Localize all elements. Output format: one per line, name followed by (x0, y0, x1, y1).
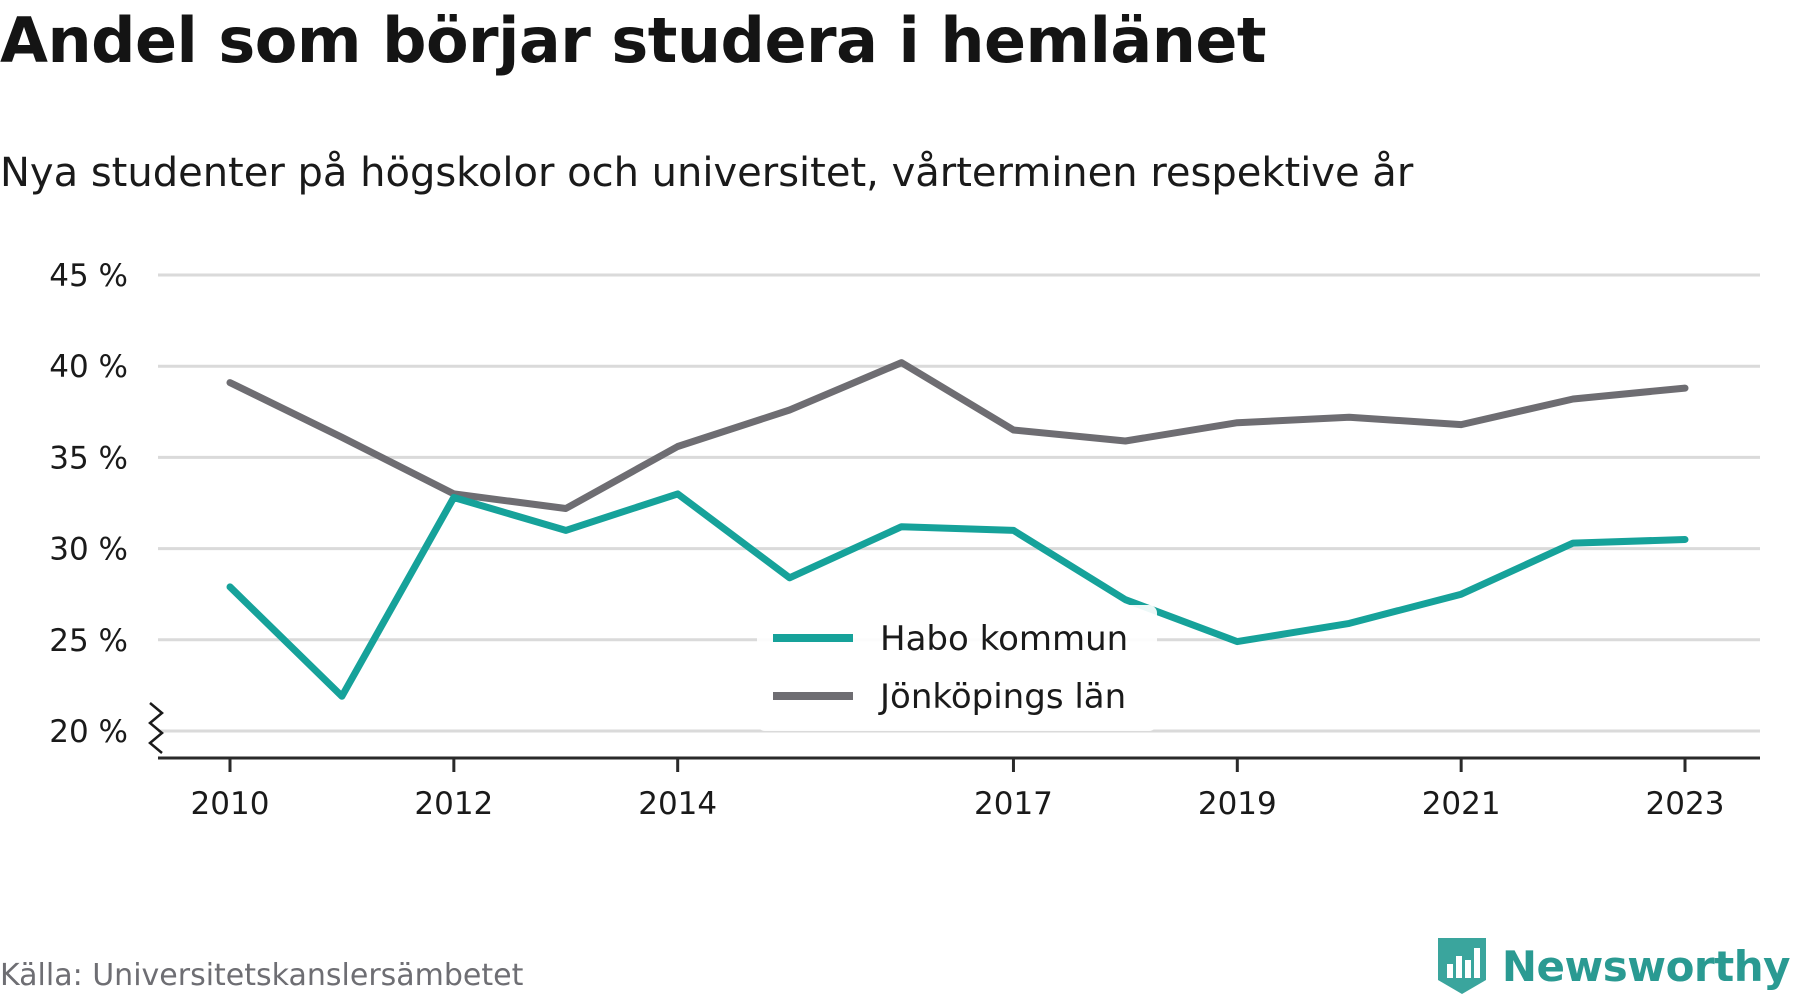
y-tick-label: 30 % (49, 532, 128, 568)
chart-title: Andel som börjar studera i hemlänet (0, 4, 1267, 77)
x-tick-label: 2014 (638, 786, 717, 822)
x-tick-label: 2023 (1646, 786, 1725, 822)
legend-label: Habo kommun (880, 619, 1128, 659)
series-lines (226, 359, 1689, 700)
legend-box (757, 605, 1157, 731)
chart-subtitle: Nya studenter på högskolor och universit… (0, 150, 1414, 196)
brand-name: Newsworthy (1501, 941, 1791, 991)
x-axis: 2010 2012 2014 2017 2019 2021 2023 (158, 756, 1760, 822)
y-axis-ticks: 20 % 25 % 30 % 35 % 40 % 45 % (49, 258, 164, 754)
source-note: Källa: Universitetskanslersämbetet (0, 958, 524, 993)
y-tick-label: 20 % (49, 714, 128, 750)
legend-label: Jönköpings län (878, 677, 1126, 717)
y-tick-label: 45 % (49, 258, 128, 294)
brand-logo: Newsworthy (1436, 936, 1791, 996)
y-tick-label: 35 % (49, 440, 128, 476)
x-tick-label: 2021 (1422, 786, 1501, 822)
legend: Habo kommun Jönköpings län (757, 605, 1157, 731)
x-tick-label: 2019 (1198, 786, 1277, 822)
y-tick-label: 25 % (49, 623, 128, 659)
x-tick-label: 2010 (191, 786, 270, 822)
axis-break-icon (148, 702, 164, 754)
bar-chart-shield-icon (1437, 938, 1486, 994)
y-tick-label: 40 % (49, 349, 128, 385)
series-line (226, 359, 1689, 512)
x-tick-label: 2017 (974, 786, 1053, 822)
x-tick-label: 2012 (414, 786, 493, 822)
series-line (226, 490, 1689, 700)
